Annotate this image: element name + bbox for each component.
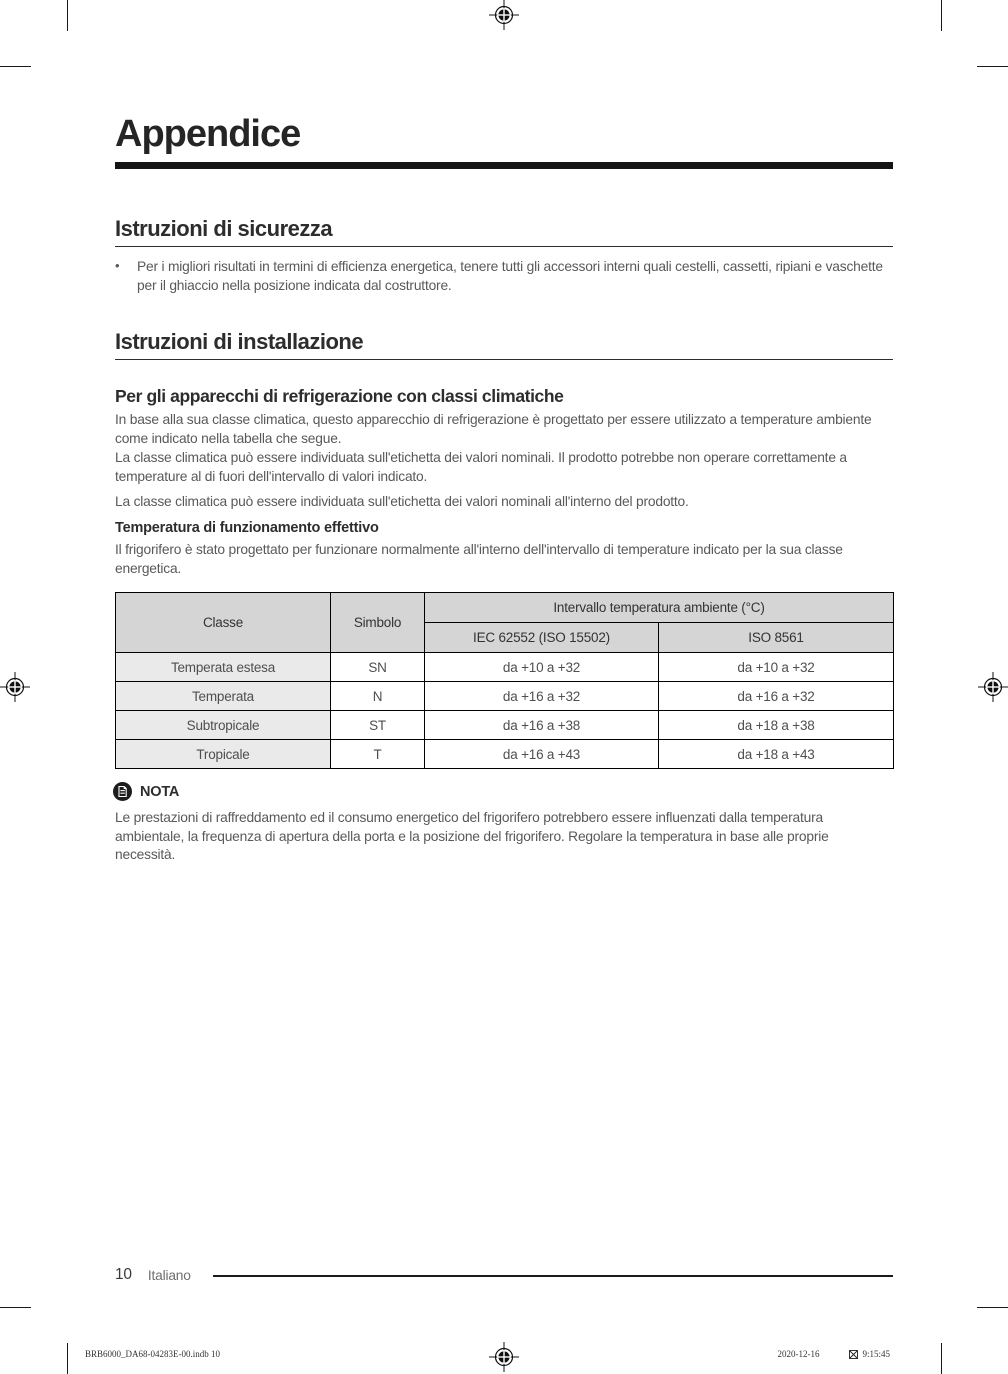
note-header: NOTA xyxy=(113,782,179,801)
crop-mark xyxy=(0,66,31,67)
section-rule xyxy=(115,359,893,360)
crop-mark xyxy=(67,0,68,31)
table-row: Subtropicale ST da +16 a +38 da +18 a +3… xyxy=(115,710,895,740)
paragraph: La classe climatica può essere individua… xyxy=(115,494,689,509)
crop-mark xyxy=(941,0,942,31)
table-row: Temperata estesa SN da +10 a +32 da +10 … xyxy=(115,652,895,682)
safety-bullet-text: Per i migliori risultati in termini di e… xyxy=(137,259,883,293)
page-title: Appendice xyxy=(115,113,301,155)
table-cell: Temperata xyxy=(115,681,331,711)
table-cell: da +16 a +38 xyxy=(424,710,659,740)
table-row: Temperata N da +16 a +32 da +16 a +32 xyxy=(115,681,895,711)
paragraph: In base alla sua classe climatica, quest… xyxy=(115,412,872,446)
title-rule xyxy=(115,162,893,169)
table-cell: Subtropicale xyxy=(115,710,331,740)
table-cell: da +18 a +38 xyxy=(657,710,895,740)
language-label: Italiano xyxy=(147,1267,191,1283)
table-header-row: Classe Simbolo Intervallo temperatura am… xyxy=(115,592,895,653)
table-cell: SN xyxy=(330,652,425,682)
print-date: 2020-12-16 xyxy=(777,1349,820,1359)
table-cell: da +18 a +43 xyxy=(657,739,895,769)
table-cell: da +10 a +32 xyxy=(657,652,895,682)
section-heading-sicurezza: Istruzioni di sicurezza xyxy=(115,216,333,241)
registration-mark-icon xyxy=(0,672,30,702)
climate-class-table: Classe Simbolo Intervallo temperatura am… xyxy=(115,592,895,769)
subsection-heading-classi-climatiche: Per gli apparecchi di refrigerazione con… xyxy=(115,386,564,406)
subsection-heading-temperatura-effettiva: Temperatura di funzionamento effettivo xyxy=(115,520,379,536)
note-icon xyxy=(113,782,132,801)
table-cell: da +16 a +32 xyxy=(657,681,895,711)
crop-mark xyxy=(67,1343,68,1374)
registration-mark-icon xyxy=(489,1342,519,1372)
paragraph: La classe climatica può essere individua… xyxy=(115,450,847,484)
table-cell: ST xyxy=(330,710,425,740)
print-timestamp: 2020-12-16 9:15:45 xyxy=(777,1349,890,1359)
registration-mark-icon xyxy=(978,672,1008,702)
print-time: 9:15:45 xyxy=(862,1349,890,1359)
col-header-classe: Classe xyxy=(115,592,331,653)
bullet-icon: • xyxy=(115,258,120,273)
crop-mark xyxy=(0,1307,31,1308)
col-header-intervallo: Intervallo temperatura ambiente (°C) xyxy=(423,592,895,623)
col-header-iec: IEC 62552 (ISO 15502) xyxy=(424,622,659,653)
page-number: 10 xyxy=(115,1266,132,1283)
page-footer: 10 Italiano xyxy=(115,1266,893,1284)
table-cell: T xyxy=(330,739,425,769)
col-header-iso: ISO 8561 xyxy=(657,622,895,653)
section-rule xyxy=(115,246,893,247)
section-heading-installazione: Istruzioni di installazione xyxy=(115,329,364,354)
col-header-simbolo: Simbolo xyxy=(330,592,425,653)
table-cell: N xyxy=(330,681,425,711)
crop-mark xyxy=(941,1343,942,1374)
table-row: Tropicale T da +16 a +43 da +18 a +43 xyxy=(115,739,895,769)
safety-bullet-item: • Per i migliori risultati in termini di… xyxy=(115,258,893,295)
missing-glyph-box-icon xyxy=(849,1349,859,1359)
registration-mark-icon xyxy=(489,0,519,30)
table-cell: da +16 a +43 xyxy=(424,739,659,769)
table-cell: Tropicale xyxy=(115,739,331,769)
crop-mark xyxy=(977,1307,1008,1308)
print-job-info: BRB6000_DA68-04283E-00.indb 10 xyxy=(85,1349,220,1359)
paragraph: Il frigorifero è stato progettato per fu… xyxy=(115,542,843,576)
footer-rule xyxy=(212,1275,893,1277)
table-cell: Temperata estesa xyxy=(115,652,331,682)
table-cell: da +10 a +32 xyxy=(424,652,659,682)
note-label: NOTA xyxy=(140,783,180,800)
table-cell: da +16 a +32 xyxy=(424,681,659,711)
crop-mark xyxy=(977,66,1008,67)
note-text: Le prestazioni di raffreddamento ed il c… xyxy=(115,810,829,862)
